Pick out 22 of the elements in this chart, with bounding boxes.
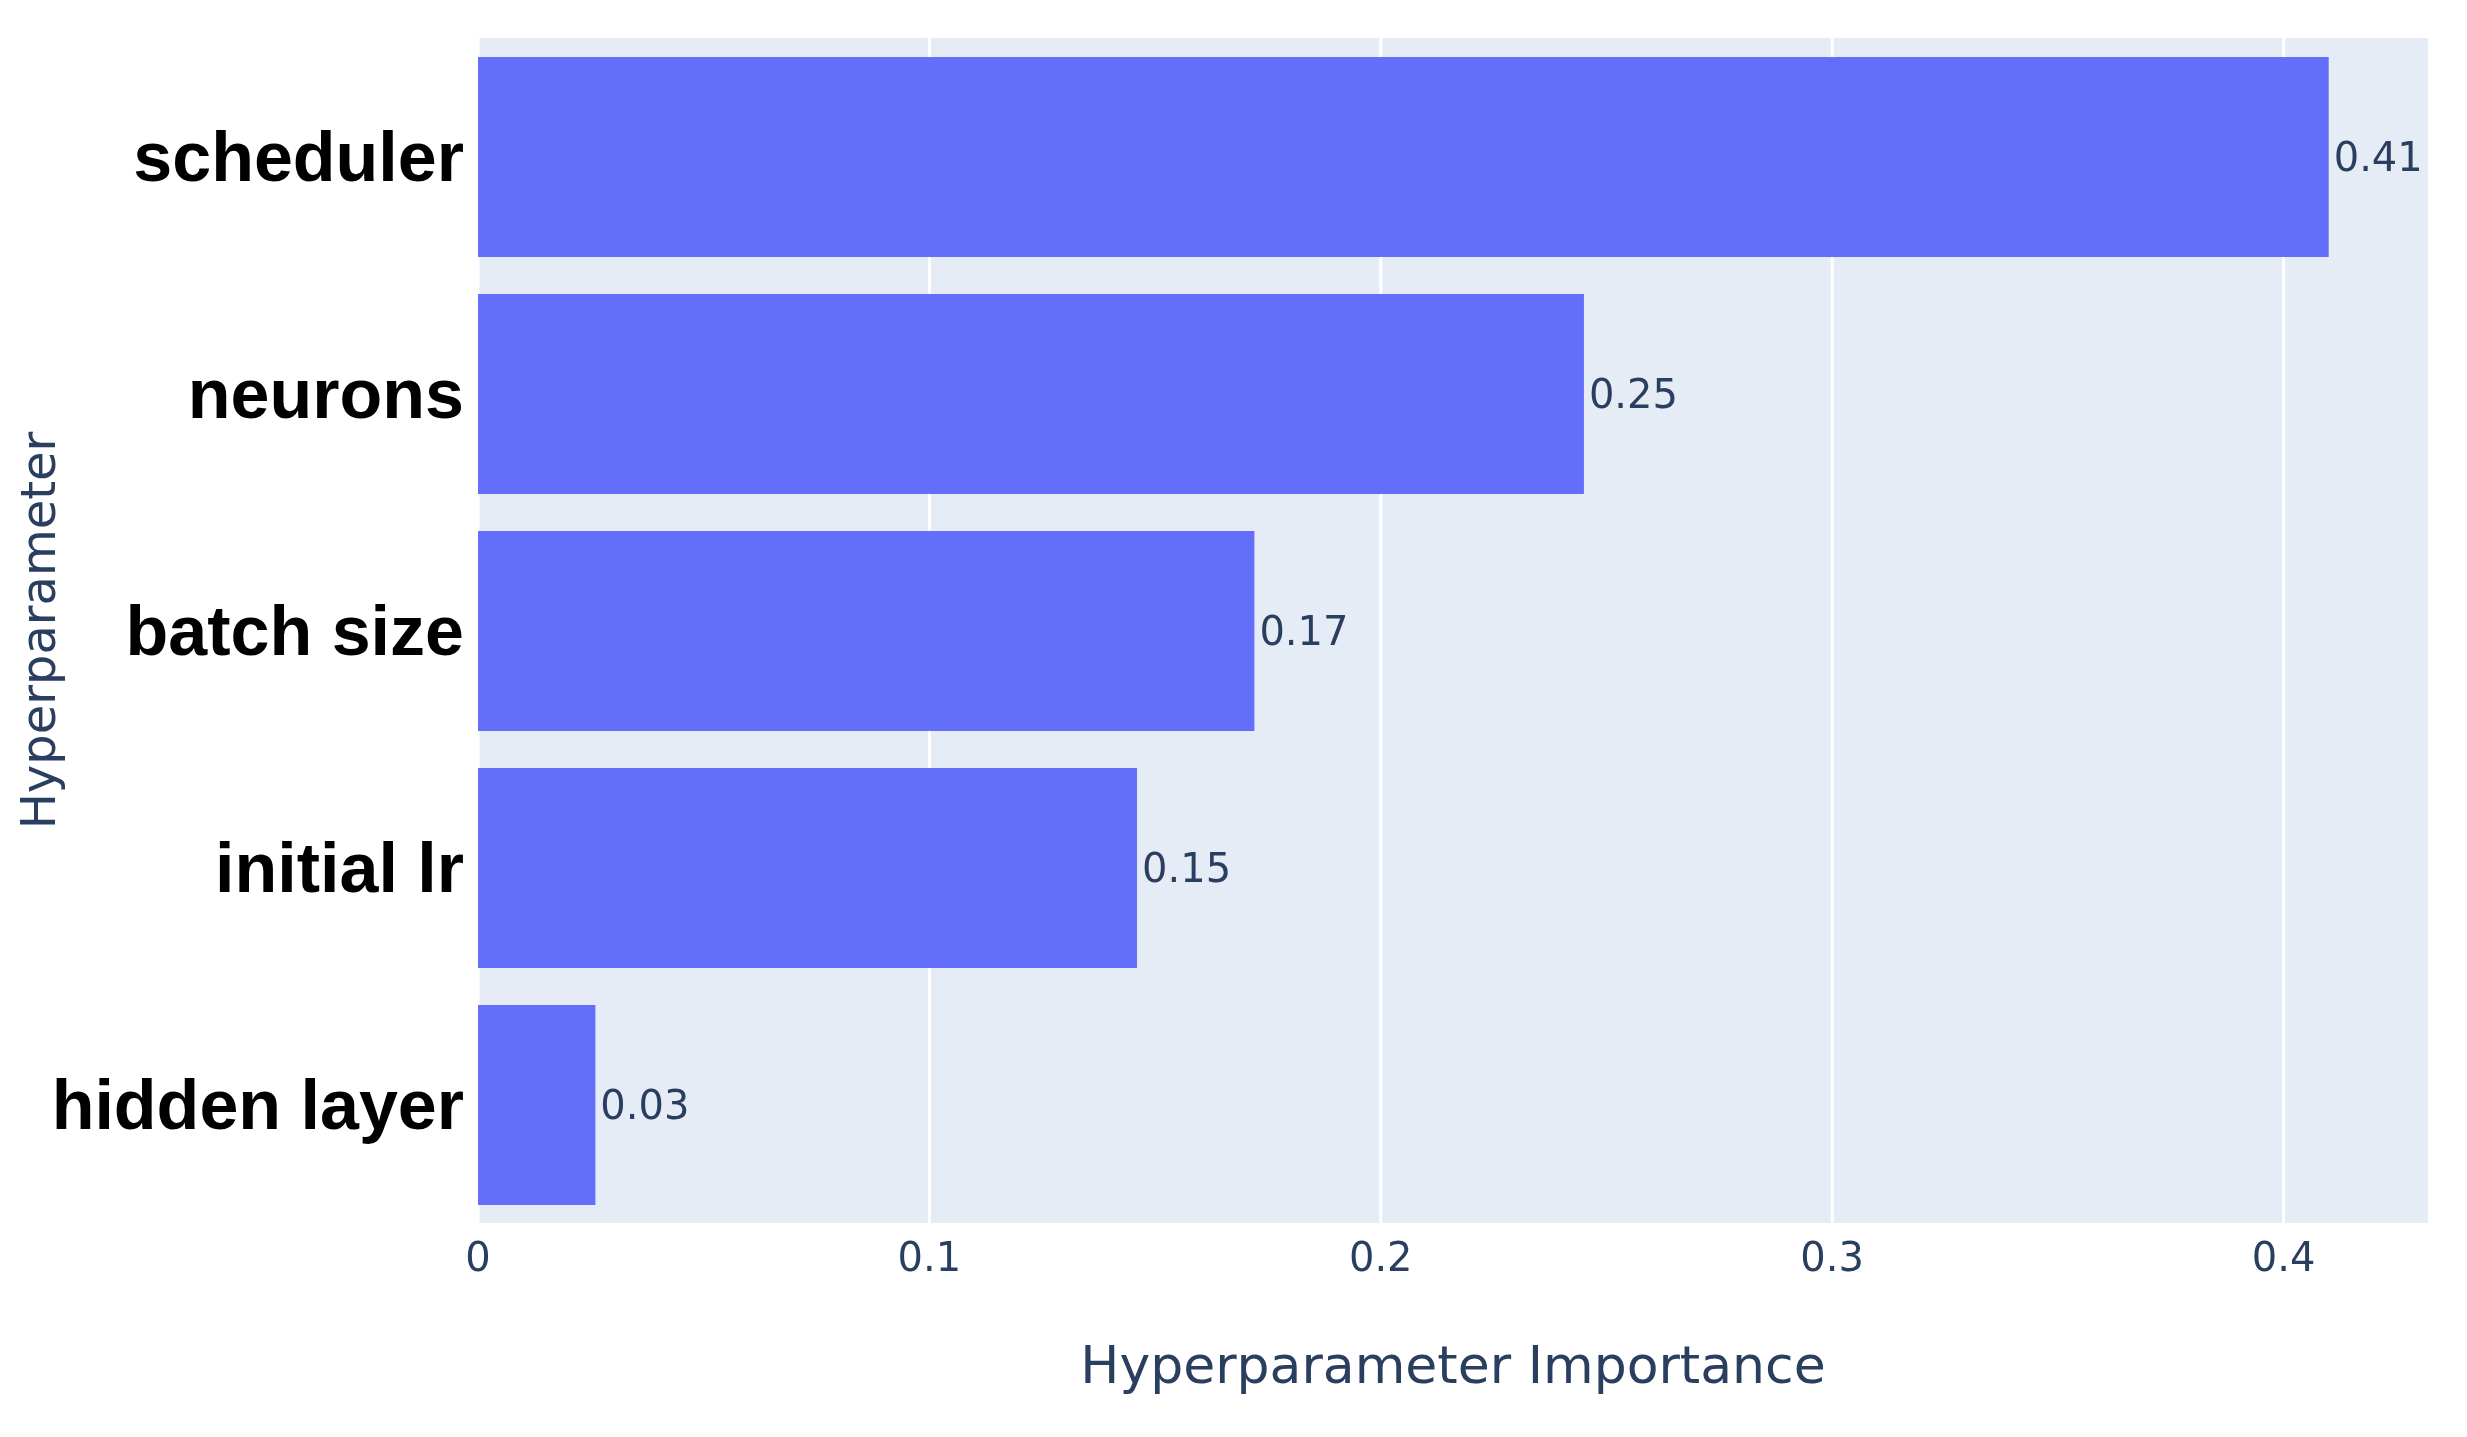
data-label: 0.17 [1259,608,1349,655]
bar [478,1005,596,1205]
data-label: 0.03 [600,1082,690,1129]
x-axis-title: Hyperparameter Importance [1080,1335,1826,1395]
bar [478,531,1255,731]
bar [478,768,1138,968]
y-tick-label: scheduler [133,118,464,197]
data-label: 0.41 [2333,134,2423,181]
x-tick-label: 0.3 [1800,1234,1864,1281]
x-tick-label: 0.2 [1348,1234,1413,1281]
x-tick-label: 0.4 [2251,1234,2316,1281]
y-axis-title: Hyperparameter [10,431,67,830]
x-tick-label: 0.1 [897,1234,962,1281]
y-tick-label: neurons [187,355,464,434]
bar [478,294,1584,494]
bar [478,57,2329,257]
x-tick-label: 0 [465,1234,491,1281]
data-label: 0.15 [1142,845,1232,892]
y-tick-label: initial lr [215,829,464,908]
data-label: 0.25 [1588,371,1678,418]
y-tick-label: batch size [125,592,464,671]
y-tick-label: hidden layer [51,1066,464,1145]
